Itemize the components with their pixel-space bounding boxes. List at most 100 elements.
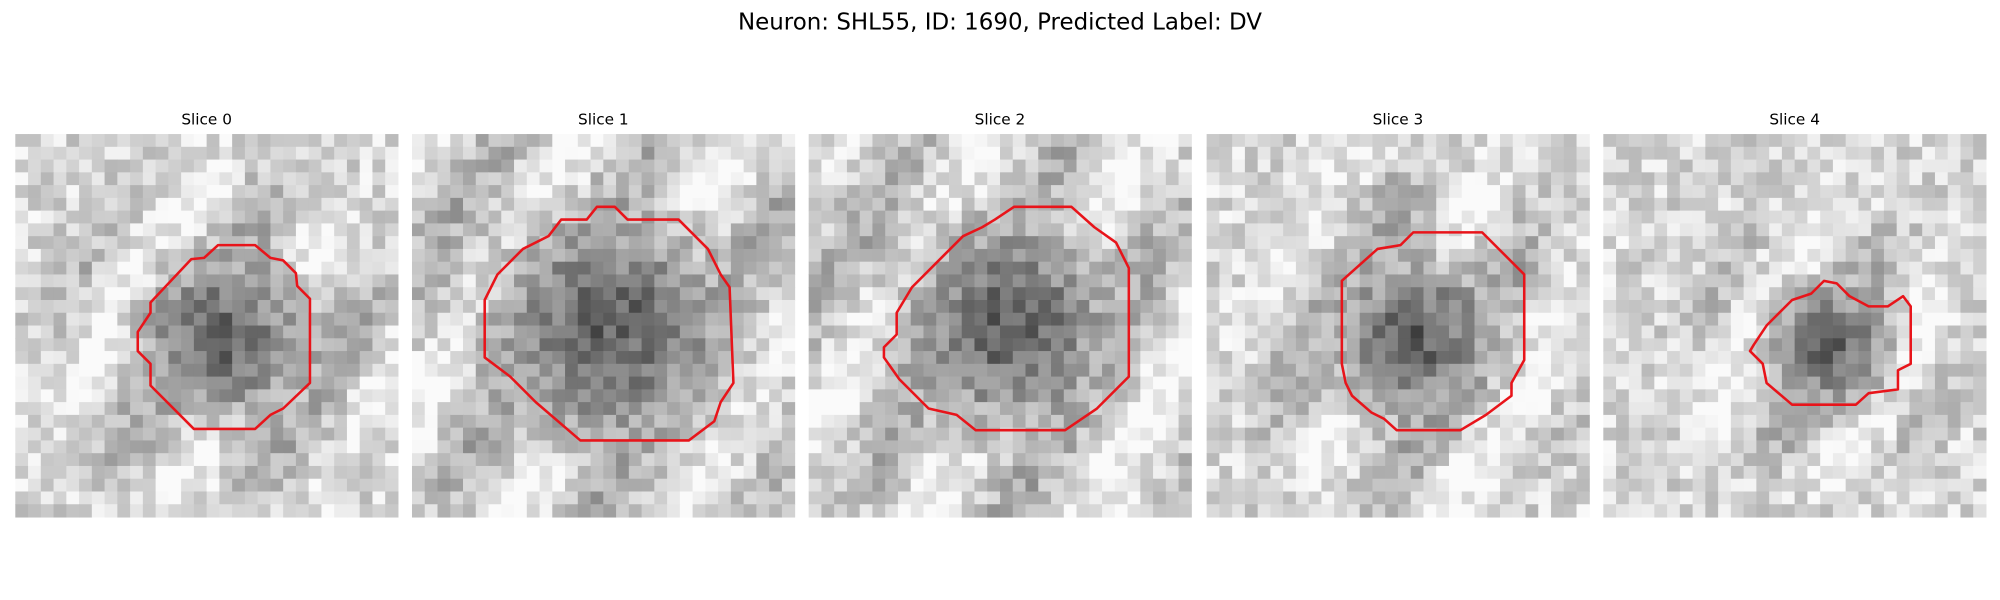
pixel xyxy=(705,172,719,186)
pixel xyxy=(1667,414,1681,429)
pixel xyxy=(718,351,732,365)
pixel xyxy=(501,146,515,161)
pixel xyxy=(155,465,169,480)
pixel xyxy=(1667,338,1681,352)
pixel xyxy=(1359,478,1373,492)
pixel xyxy=(28,453,42,467)
pixel xyxy=(1858,440,1872,454)
pixel xyxy=(1038,440,1052,454)
pixel xyxy=(15,274,29,288)
pixel xyxy=(679,427,694,441)
pixel xyxy=(974,159,988,173)
pixel xyxy=(463,440,477,454)
pixel xyxy=(1628,300,1643,314)
pixel xyxy=(411,427,426,441)
pixel xyxy=(552,376,566,390)
pixel xyxy=(488,376,502,390)
pixel xyxy=(463,274,477,288)
pixel xyxy=(1283,478,1297,492)
pixel xyxy=(730,402,745,416)
pixel xyxy=(424,300,439,314)
pixel xyxy=(28,223,42,237)
pixel xyxy=(590,376,604,390)
pixel xyxy=(897,504,912,518)
pixel xyxy=(1960,159,1974,173)
pixel xyxy=(1820,351,1834,365)
pixel xyxy=(1730,338,1745,352)
pixel xyxy=(1051,402,1065,416)
pixel xyxy=(15,134,29,148)
pixel xyxy=(334,146,348,161)
pixel xyxy=(1692,312,1706,327)
pixel xyxy=(1947,185,1961,199)
pixel xyxy=(1076,478,1090,492)
pixel xyxy=(1667,287,1681,301)
pixel xyxy=(1153,159,1167,173)
pixel xyxy=(1960,325,1974,339)
pixel xyxy=(1883,465,1898,480)
pixel xyxy=(91,478,106,492)
pixel xyxy=(1114,185,1129,199)
pixel xyxy=(1038,146,1052,161)
pixel xyxy=(130,248,144,263)
pixel xyxy=(424,312,439,327)
pixel xyxy=(948,453,963,467)
pixel xyxy=(437,363,451,378)
pixel xyxy=(1563,274,1578,288)
pixel xyxy=(539,491,553,505)
pixel xyxy=(1397,248,1412,263)
pixel xyxy=(730,134,745,148)
pixel xyxy=(730,261,745,275)
pixel xyxy=(219,185,233,199)
pixel xyxy=(117,261,131,275)
pixel xyxy=(1756,185,1770,199)
pixel xyxy=(232,389,246,403)
pixel xyxy=(437,427,451,441)
pixel xyxy=(846,351,861,365)
pixel xyxy=(1641,172,1655,186)
pixel xyxy=(1474,197,1488,212)
pixel xyxy=(1063,159,1078,173)
pixel xyxy=(1410,261,1424,275)
pixel xyxy=(1667,351,1681,365)
pixel xyxy=(1909,389,1923,403)
pixel xyxy=(1551,274,1565,288)
pixel xyxy=(577,325,592,339)
pixel xyxy=(1871,134,1885,148)
pixel xyxy=(1025,325,1039,339)
pixel xyxy=(1679,325,1694,339)
pixel xyxy=(1705,172,1719,186)
pixel xyxy=(1051,223,1065,237)
pixel xyxy=(1500,134,1514,148)
pixel xyxy=(1474,338,1488,352)
pixel xyxy=(1705,427,1719,441)
pixel xyxy=(1448,465,1463,480)
pixel xyxy=(667,389,681,403)
pixel xyxy=(244,504,259,518)
pixel xyxy=(372,389,386,403)
pixel xyxy=(40,300,55,314)
pixel xyxy=(641,402,655,416)
pixel xyxy=(1781,261,1796,275)
pixel xyxy=(1525,172,1539,186)
pixel xyxy=(501,504,515,518)
pixel xyxy=(1730,223,1745,237)
pixel xyxy=(232,185,246,199)
pixel xyxy=(1512,185,1527,199)
pixel xyxy=(104,440,118,454)
pixel xyxy=(1563,465,1578,480)
pixel xyxy=(1257,185,1271,199)
pixel xyxy=(232,453,246,467)
pixel xyxy=(1769,287,1783,301)
pixel xyxy=(1334,389,1348,403)
pixel xyxy=(1206,427,1220,441)
pixel xyxy=(1705,440,1719,454)
pixel xyxy=(961,351,976,365)
pixel xyxy=(1153,453,1167,467)
pixel xyxy=(193,274,208,288)
pixel xyxy=(1705,197,1719,212)
pixel xyxy=(1038,312,1052,327)
pixel xyxy=(1679,427,1694,441)
pixel xyxy=(859,389,873,403)
pixel xyxy=(1845,134,1859,148)
